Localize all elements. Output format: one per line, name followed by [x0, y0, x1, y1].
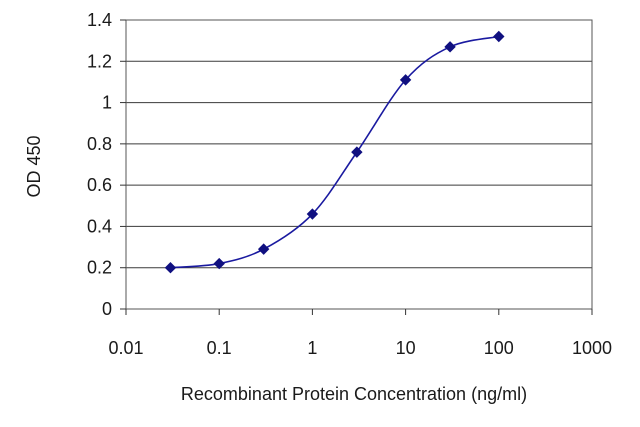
series-layer — [164, 30, 505, 274]
data-point — [164, 262, 177, 274]
data-point — [213, 257, 225, 270]
x-tick-label: 0.01 — [108, 338, 143, 358]
grid-layer — [126, 19, 592, 269]
y-tick-label: 0.2 — [87, 258, 112, 278]
y-tick-label: 0.4 — [87, 216, 112, 236]
y-tick-label: 0 — [102, 299, 112, 319]
series-line — [170, 35, 499, 269]
y-tick-label: 1.4 — [87, 10, 112, 30]
x-tick-label: 1 — [307, 338, 317, 358]
y-tick-label: 1.2 — [87, 51, 112, 71]
axis-layer — [120, 19, 593, 315]
data-point — [493, 30, 505, 43]
x-axis-title: Recombinant Protein Concentration (ng/ml… — [181, 384, 527, 404]
x-tick-label: 0.1 — [207, 338, 232, 358]
x-tick-label: 1000 — [572, 338, 612, 358]
y-tick-label: 0.8 — [87, 134, 112, 154]
y-tick-label: 0.6 — [87, 175, 112, 195]
data-point — [306, 208, 319, 220]
x-tick-label: 10 — [396, 338, 416, 358]
data-point — [257, 243, 270, 255]
data-point — [399, 74, 412, 86]
data-point — [351, 146, 363, 158]
y-axis-title: OD 450 — [24, 135, 44, 197]
plot-area-frame — [125, 19, 593, 310]
x-tick-label: 100 — [484, 338, 514, 358]
data-point — [444, 41, 456, 53]
y-tick-label: 1 — [102, 93, 112, 113]
label-layer: 0 0.2 0.4 0.6 0.8 1 1.2 1.4 0.01 0.1 1 10 100 1000 — [87, 10, 612, 358]
